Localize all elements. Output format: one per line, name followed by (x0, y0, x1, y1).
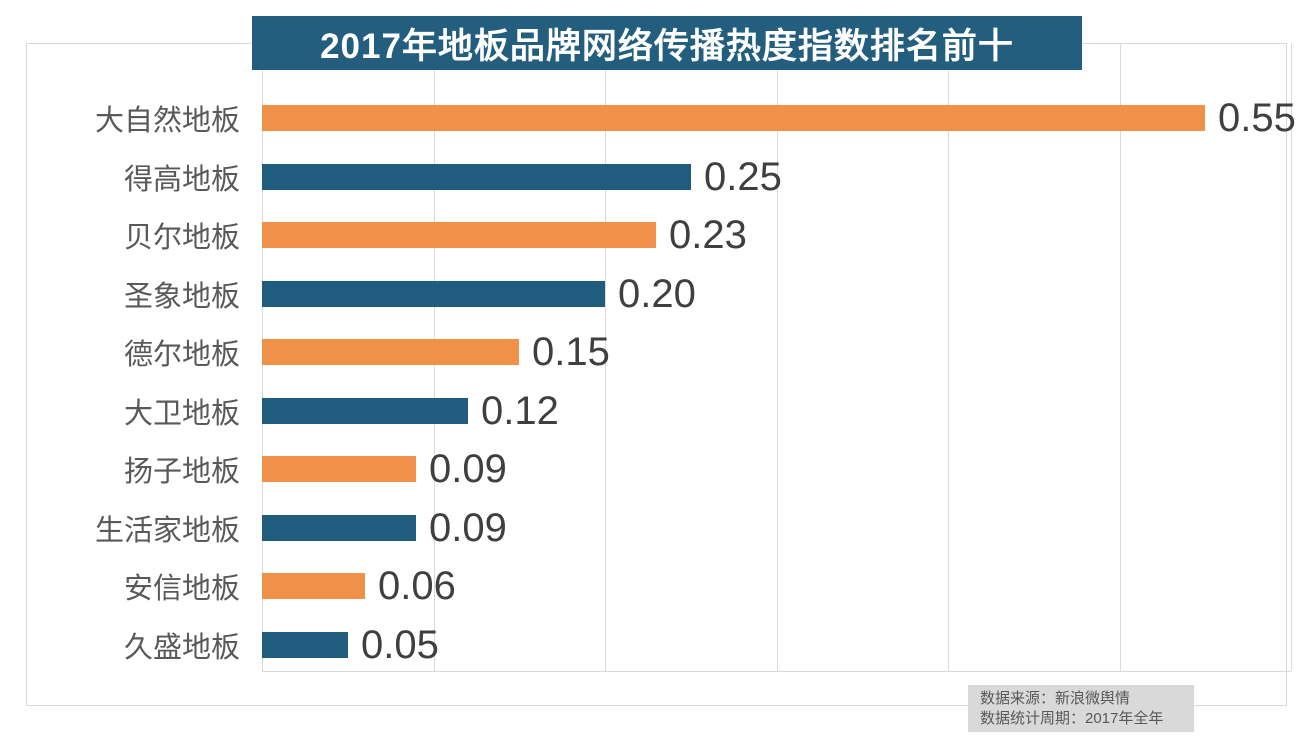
category-label: 圣象地板 (123, 280, 240, 313)
value-label: 0.05 (361, 622, 439, 667)
bar-rows: 大自然地板 0.55 得高地板 0.25 贝尔地板 0.23 圣象地板 0.20 德尔地板 0.1… (0, 89, 1314, 674)
category-label: 生活家地板 (94, 514, 240, 547)
gridline (1120, 43, 1121, 671)
category-label: 德尔地板 (123, 339, 240, 372)
bar-row: 圣象地板 0.20 (0, 265, 1314, 324)
bar (262, 163, 691, 190)
category-label: 得高地板 (123, 163, 240, 196)
chart-title: 2017年地板品牌网络传播热度指数排名前十 (320, 26, 1014, 66)
gridline (605, 43, 606, 671)
value-label: 0.23 (669, 213, 747, 258)
gridline (948, 43, 949, 671)
bar (262, 280, 605, 307)
value-label: 0.06 (378, 564, 456, 609)
bar (262, 631, 348, 658)
gridline (1291, 43, 1292, 671)
bar-row: 得高地板 0.25 (0, 148, 1314, 207)
bar-row: 安信地板 0.06 (0, 557, 1314, 616)
value-label: 0.12 (481, 388, 559, 433)
bar (262, 397, 468, 424)
source-note-line1: 数据来源：新浪微舆情 (980, 690, 1131, 707)
bar (262, 222, 656, 249)
bar-row: 扬子地板 0.09 (0, 440, 1314, 499)
source-note: 数据来源：新浪微舆情 数据统计周期：2017年全年 (968, 685, 1194, 732)
bar (262, 456, 416, 483)
category-label: 大卫地板 (123, 397, 240, 430)
bar-row: 德尔地板 0.15 (0, 323, 1314, 382)
value-label: 0.09 (429, 447, 507, 492)
bar-row: 大卫地板 0.12 (0, 382, 1314, 441)
category-label: 安信地板 (123, 573, 240, 606)
category-label: 久盛地板 (123, 631, 240, 664)
value-label: 0.20 (618, 271, 696, 316)
value-label: 0.25 (704, 154, 782, 199)
value-label: 0.55 (1218, 96, 1296, 141)
bar (262, 339, 519, 366)
chart-title-banner: 2017年地板品牌网络传播热度指数排名前十 (252, 16, 1082, 70)
bar-row: 贝尔地板 0.23 (0, 206, 1314, 265)
gridline (777, 43, 778, 671)
bar-row: 久盛地板 0.05 (0, 616, 1314, 675)
bar (262, 514, 416, 541)
bar (262, 573, 365, 600)
bar-row: 大自然地板 0.55 (0, 89, 1314, 148)
source-note-line2: 数据统计周期：2017年全年 (980, 710, 1164, 727)
category-label: 扬子地板 (123, 456, 240, 489)
category-label: 大自然地板 (94, 105, 240, 138)
value-label: 0.09 (429, 505, 507, 550)
value-label: 0.15 (532, 330, 610, 375)
category-label: 贝尔地板 (123, 222, 240, 255)
bar (262, 105, 1205, 132)
bar-row: 生活家地板 0.09 (0, 499, 1314, 558)
